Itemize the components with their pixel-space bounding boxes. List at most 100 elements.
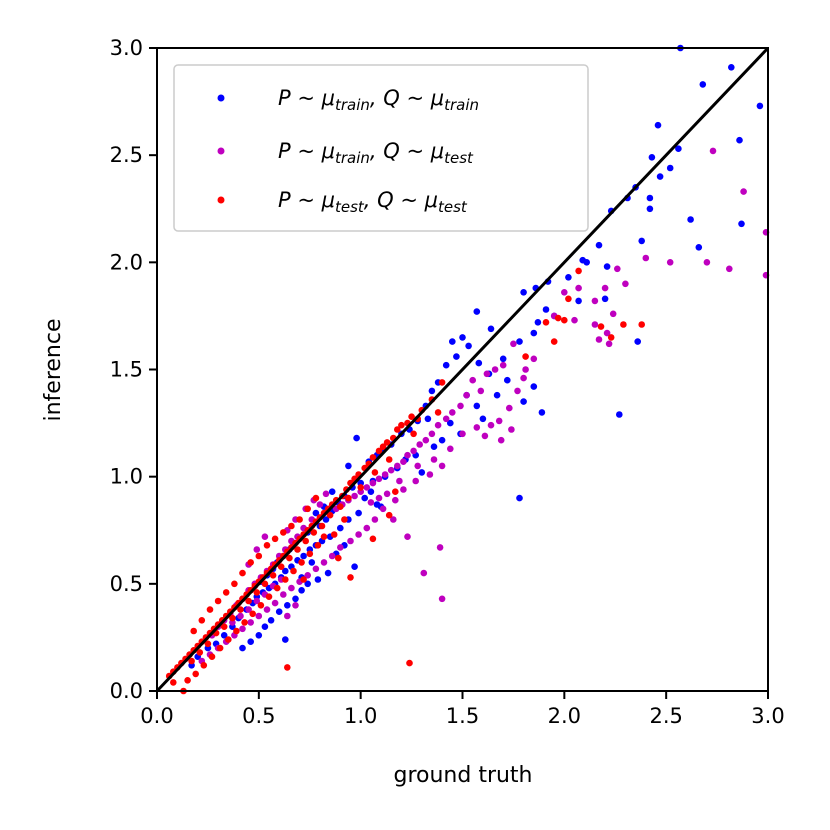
data-point-series-2 (459, 430, 466, 438)
data-point-series-2 (449, 409, 456, 416)
data-point-series-3 (237, 606, 244, 613)
data-point-series-1 (438, 436, 446, 444)
data-point-series-3 (620, 321, 627, 328)
data-point-series-2 (367, 499, 375, 506)
data-point-series-2 (469, 376, 477, 384)
data-point-series-1 (516, 338, 523, 345)
data-point-series-3 (394, 426, 401, 433)
legend-label-test-test: P ~ μtest, Q ~ μtest (278, 188, 468, 216)
data-point-series-1 (239, 644, 246, 652)
data-point-series-1 (634, 338, 641, 345)
data-point-series-3 (341, 516, 348, 523)
data-point-series-1 (493, 391, 501, 399)
x-tick-label: 3.0 (751, 704, 784, 728)
data-point-series-2 (414, 462, 422, 470)
data-point-series-3 (245, 597, 252, 605)
data-point-series-3 (190, 627, 197, 635)
data-point-series-1 (308, 559, 316, 566)
data-point-series-2 (426, 471, 434, 478)
data-point-series-3 (406, 659, 413, 667)
data-point-series-2 (438, 595, 446, 603)
data-point-series-3 (357, 484, 365, 491)
data-point-series-2 (483, 370, 491, 378)
data-point-series-3 (434, 409, 442, 416)
y-tick-label: 2.0 (110, 250, 143, 274)
x-tick-label: 1.0 (344, 704, 377, 728)
data-point-series-1 (355, 509, 362, 517)
data-point-series-1 (298, 587, 305, 594)
data-point-series-3 (385, 456, 393, 463)
data-point-series-3 (200, 662, 208, 669)
data-point-series-2 (520, 374, 527, 382)
y-axis-label: inference (41, 318, 66, 421)
data-point-series-2 (428, 430, 436, 438)
data-point-series-1 (616, 411, 623, 418)
data-point-series-3 (304, 505, 312, 513)
data-point-series-1 (465, 342, 472, 350)
data-point-series-3 (239, 569, 246, 577)
data-point-series-2 (320, 559, 328, 566)
data-point-series-3 (607, 334, 615, 341)
data-point-series-3 (345, 494, 352, 502)
data-point-series-2 (591, 321, 599, 328)
data-point-series-2 (263, 606, 271, 613)
data-point-series-3 (204, 640, 212, 648)
data-point-series-1 (656, 173, 664, 180)
data-point-series-1 (687, 216, 694, 223)
data-point-series-1 (267, 617, 275, 624)
data-point-series-1 (453, 353, 460, 360)
data-point-series-2 (381, 471, 389, 478)
data-point-series-3 (229, 614, 236, 622)
x-tick-label: 0.0 (140, 704, 173, 728)
data-point-series-3 (196, 649, 204, 656)
data-point-series-3 (408, 413, 415, 421)
data-point-series-1 (603, 263, 611, 270)
data-point-series-1 (475, 359, 483, 367)
data-point-series-1 (418, 469, 426, 476)
data-point-series-2 (304, 572, 312, 579)
identity-reference-line (155, 46, 770, 693)
x-tick-label: 1.5 (446, 704, 479, 728)
data-point-series-1 (459, 334, 466, 341)
legend-label-train-train: P ~ μtrain, Q ~ μtrain (278, 86, 479, 114)
data-point-series-1 (449, 338, 456, 345)
data-point-series-2 (522, 366, 529, 373)
data-point-series-2 (447, 445, 454, 453)
data-point-series-2 (575, 284, 582, 292)
data-point-series-3 (247, 559, 254, 566)
data-point-series-3 (347, 574, 354, 581)
data-point-series-1 (648, 154, 656, 161)
data-point-series-2 (369, 479, 377, 487)
data-point-series-1 (542, 306, 550, 313)
data-point-series-1 (538, 409, 546, 416)
data-point-series-2 (351, 492, 358, 500)
x-tick-label: 2.5 (649, 704, 682, 728)
data-point-series-1 (487, 325, 495, 333)
data-point-series-3 (522, 353, 529, 360)
data-point-series-2 (288, 584, 295, 592)
data-point-series-2 (237, 612, 244, 620)
data-point-series-2 (245, 606, 252, 613)
data-point-series-3 (282, 576, 289, 583)
x-axis-label: ground truth (393, 763, 532, 788)
legend-marker-train-train (217, 94, 225, 102)
data-point-series-1 (284, 602, 291, 609)
data-point-series-3 (265, 593, 273, 600)
data-point-series-3 (597, 323, 605, 330)
data-point-series-3 (298, 559, 305, 566)
data-point-series-2 (709, 147, 717, 155)
data-point-series-2 (601, 284, 609, 292)
data-point-series-3 (216, 644, 224, 652)
y-tick-label: 1.0 (110, 465, 143, 489)
data-point-series-2 (561, 289, 568, 296)
data-point-series-1 (282, 567, 289, 575)
data-point-series-2 (392, 496, 399, 504)
data-point-series-3 (369, 454, 377, 461)
data-point-series-1 (373, 501, 381, 508)
data-point-series-1 (361, 494, 369, 502)
data-point-series-3 (225, 636, 232, 643)
y-tick-label: 3.0 (110, 36, 143, 60)
data-point-series-2 (422, 436, 430, 444)
data-point-series-1 (324, 569, 332, 577)
data-point-series-3 (302, 537, 310, 545)
